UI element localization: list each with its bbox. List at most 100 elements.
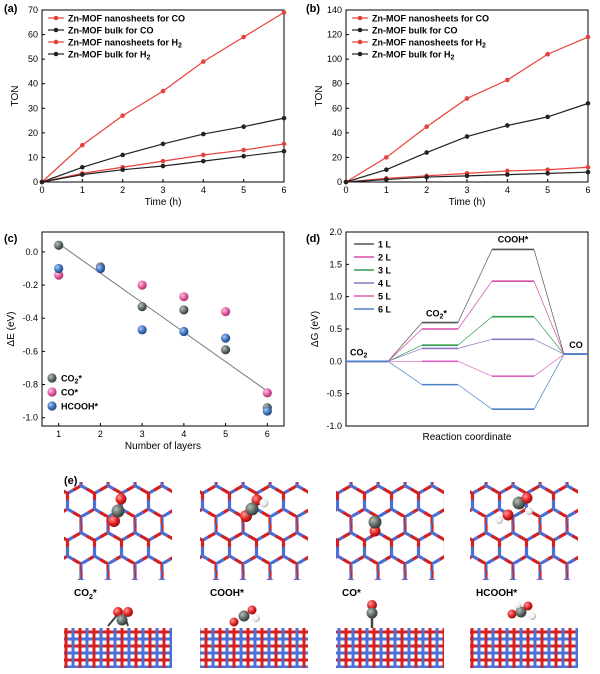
plot-frame bbox=[345, 9, 589, 183]
y-tick-label: 1.0 bbox=[329, 292, 342, 302]
data-point bbox=[281, 148, 287, 154]
x-tick-label: 1 bbox=[80, 185, 85, 195]
scatter-point bbox=[137, 280, 147, 290]
y-tick-label: 0 bbox=[33, 177, 38, 187]
data-point bbox=[80, 164, 85, 170]
scatter-point bbox=[179, 305, 189, 315]
x-axis-label: Number of layers bbox=[125, 441, 201, 452]
x-tick-label: 3 bbox=[160, 185, 165, 195]
x-tick-label: 6 bbox=[585, 185, 590, 195]
x-tick-label: 1 bbox=[384, 185, 389, 195]
top-view-co bbox=[336, 482, 444, 580]
energy-connector bbox=[457, 249, 493, 323]
state-label-co2-ads: CO2* bbox=[426, 309, 447, 321]
legend-swatch-marker bbox=[357, 15, 363, 21]
state-label-cooh: COOH* bbox=[498, 234, 529, 244]
x-tick-label: 4 bbox=[201, 185, 206, 195]
x-tick-label: 5 bbox=[545, 185, 550, 195]
y-axis-label: TON bbox=[10, 86, 21, 107]
data-point bbox=[201, 59, 206, 64]
data-point bbox=[241, 34, 246, 40]
data-point bbox=[545, 114, 550, 120]
y-tick-label: -1.0 bbox=[22, 413, 38, 423]
data-point bbox=[424, 174, 429, 180]
y-tick-label: 0 bbox=[337, 177, 342, 187]
x-axis-label: Time (h) bbox=[449, 197, 486, 208]
y-tick-label: -0.2 bbox=[22, 280, 38, 290]
side-view-cooh bbox=[200, 605, 308, 668]
scatter-point bbox=[262, 406, 272, 416]
chart-panel-d: 2.0 1.5 1.0 0.5 0.0 -0.5 -1.0 Reaction coordina… bbox=[310, 227, 589, 443]
panel-label-d: (d) bbox=[306, 233, 320, 245]
legend-swatch-marker bbox=[47, 401, 57, 411]
y-tick-label: 60 bbox=[28, 30, 38, 40]
data-point bbox=[241, 147, 246, 153]
legend-entry: Zn-MOF nanosheets for CO bbox=[372, 14, 489, 24]
structure-label-co: CO* bbox=[342, 588, 361, 599]
data-point bbox=[384, 167, 389, 173]
data-point bbox=[505, 77, 510, 83]
energy-connector bbox=[533, 354, 565, 410]
y-tick-label: 0.0 bbox=[25, 247, 38, 257]
y-tick-label: 60 bbox=[332, 103, 342, 113]
data-point bbox=[545, 171, 550, 176]
y-tick-label: 100 bbox=[327, 54, 342, 64]
y-tick-label: 0.5 bbox=[329, 324, 342, 334]
data-point bbox=[80, 142, 85, 148]
y-tick-label: 140 bbox=[327, 5, 342, 15]
legend-entry: Zn-MOF nanosheets for H2 bbox=[372, 38, 486, 50]
scatter-point bbox=[220, 345, 231, 355]
data-point bbox=[120, 152, 125, 158]
data-point bbox=[281, 115, 287, 121]
data-point bbox=[160, 88, 166, 94]
data-point bbox=[505, 168, 510, 174]
x-tick-label: 1 bbox=[56, 429, 61, 439]
data-point bbox=[241, 124, 246, 130]
x-tick-label: 0 bbox=[39, 185, 44, 195]
data-point bbox=[545, 51, 550, 57]
energy-connector bbox=[533, 281, 565, 355]
y-tick-label: 50 bbox=[28, 54, 38, 64]
legend-entry: 1 L bbox=[378, 240, 392, 250]
scatter-point bbox=[54, 263, 64, 274]
data-point bbox=[464, 96, 470, 101]
y-tick-label: 30 bbox=[28, 103, 38, 113]
structure-label-hcooh: HCOOH* bbox=[476, 588, 517, 599]
legend-entry: Zn-MOF bulk for CO bbox=[68, 26, 154, 36]
data-point bbox=[505, 172, 510, 177]
data-point bbox=[384, 177, 389, 182]
legend-entry: Zn-MOF bulk for H2 bbox=[68, 50, 151, 62]
scatter-point bbox=[54, 240, 64, 250]
legend-swatch-marker bbox=[53, 51, 59, 57]
y-tick-label: -1.0 bbox=[326, 421, 342, 431]
y-tick-label: -0.8 bbox=[22, 380, 38, 390]
scatter-point bbox=[220, 306, 231, 317]
energy-connector bbox=[387, 328, 423, 362]
energy-connector bbox=[387, 361, 423, 385]
y-tick-label: -0.6 bbox=[22, 346, 38, 356]
energy-connector bbox=[457, 361, 493, 377]
legend-entry: Zn-MOF nanosheets for H2 bbox=[68, 38, 182, 50]
fit-line bbox=[58, 243, 268, 392]
legend-entry: 2 L bbox=[378, 253, 392, 263]
series-line bbox=[41, 117, 285, 183]
y-tick-label: 40 bbox=[28, 79, 38, 89]
x-tick-label: 2 bbox=[120, 185, 125, 195]
data-point bbox=[201, 131, 206, 137]
legend-entry: CO2* bbox=[61, 374, 82, 386]
legend-entry: 6 L bbox=[378, 305, 392, 315]
legend-swatch-marker bbox=[357, 39, 363, 45]
x-tick-label: 3 bbox=[464, 185, 469, 195]
x-tick-label: 2 bbox=[424, 185, 429, 195]
legend-entry: 3 L bbox=[378, 266, 392, 276]
y-tick-label: 40 bbox=[332, 128, 342, 138]
energy-connector bbox=[533, 339, 565, 355]
x-axis-label: Reaction coordinate bbox=[423, 432, 512, 443]
x-tick-label: 6 bbox=[265, 429, 270, 439]
y-axis-label: ΔG (eV) bbox=[310, 311, 321, 347]
x-tick-label: 5 bbox=[241, 185, 246, 195]
data-point bbox=[160, 141, 166, 147]
y-tick-label: -0.5 bbox=[326, 389, 342, 399]
data-point bbox=[201, 158, 206, 164]
